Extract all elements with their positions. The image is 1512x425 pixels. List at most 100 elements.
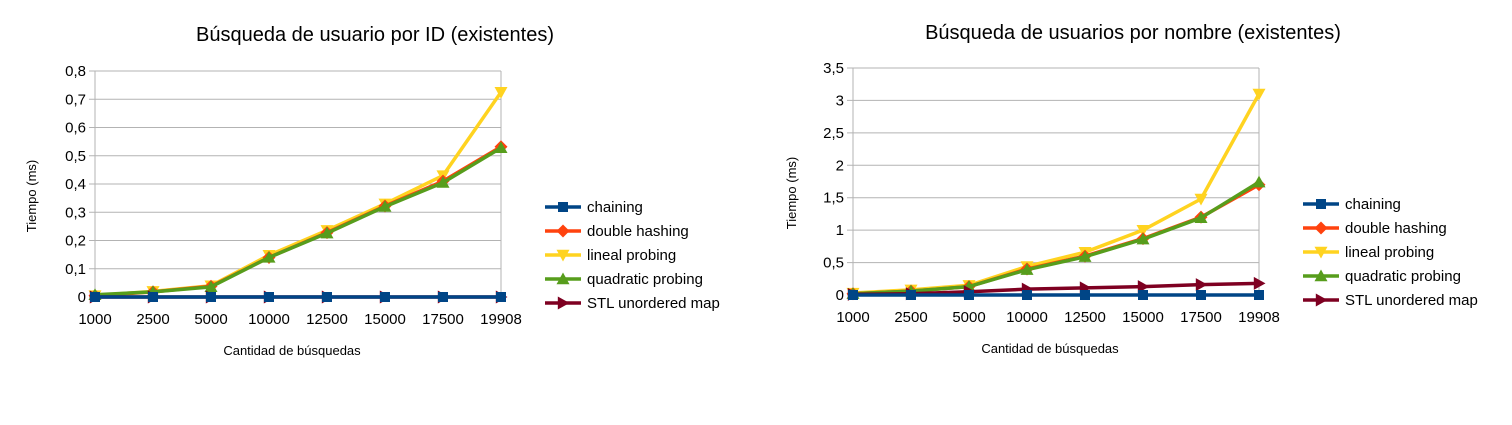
data-point: [496, 292, 506, 302]
legend-label: lineal probing: [587, 247, 676, 264]
x-tick-label: 1000: [836, 309, 869, 326]
legend-entry: quadratic probing: [545, 271, 703, 288]
data-point: [1136, 224, 1150, 237]
series-lineal-probing: [88, 86, 508, 303]
y-tick-label: 0,5: [65, 148, 86, 165]
x-tick-label: 17500: [422, 311, 464, 328]
data-point: [1022, 290, 1032, 300]
y-tick-label: 2: [836, 157, 844, 174]
data-point: [1252, 88, 1266, 101]
legend-entry: STL unordered map: [1303, 292, 1478, 309]
x-tick-label: 5000: [194, 311, 227, 328]
data-point: [380, 292, 390, 302]
data-point: [1194, 211, 1208, 224]
y-tick-label: 1: [836, 222, 844, 239]
x-axis-title: Cantidad de búsquedas: [223, 343, 361, 358]
data-point: [1078, 250, 1092, 262]
x-tick-label: 12500: [1064, 309, 1106, 326]
data-point: [1252, 175, 1266, 188]
legend: chaining double hashing lineal probing quad…: [545, 199, 720, 312]
legend-label: quadratic probing: [587, 271, 703, 288]
legend-marker: [557, 296, 570, 310]
y-tick-label: 0,1: [65, 261, 86, 278]
x-tick-label: 10000: [248, 311, 290, 328]
data-point: [262, 250, 276, 263]
y-axis-title: Tiempo (ms): [784, 157, 799, 229]
x-axis-title: Cantidad de búsquedas: [981, 341, 1119, 356]
y-tick-labels: 0 0,1 0,2 0,3 0,4 0,5 0,6 0,7 0,8: [65, 63, 86, 306]
series-line: [94, 145, 502, 298]
y-tick-label: 0: [78, 289, 86, 306]
y-axis-title: Tiempo (ms): [24, 160, 39, 232]
x-tick-label: 1000: [78, 311, 111, 328]
legend-marker: [1314, 221, 1328, 235]
data-point: [848, 290, 858, 300]
legend-entry: lineal probing: [545, 247, 676, 264]
data-point: [1195, 278, 1208, 292]
legend-marker: [1314, 246, 1328, 259]
series-line: [852, 180, 1260, 296]
y-tick-label: 2,5: [823, 125, 844, 142]
legend-marker: [1314, 269, 1328, 282]
series-line: [94, 91, 503, 298]
x-tick-label: 10000: [1006, 309, 1048, 326]
data-point: [1196, 290, 1206, 300]
data-point: [906, 290, 916, 300]
series-chaining: [90, 292, 506, 302]
data-point: [494, 86, 508, 99]
data-point: [1253, 276, 1266, 290]
legend-label: double hashing: [1345, 220, 1447, 237]
x-tick-label: 19908: [480, 311, 522, 328]
data-point: [1136, 232, 1150, 245]
chart-title: Búsqueda de usuario por ID (existentes): [196, 24, 554, 46]
legend-label: lineal probing: [1345, 244, 1434, 261]
y-tick-label: 0: [836, 287, 844, 304]
y-tick-label: 0,7: [65, 91, 86, 108]
legend-marker: [558, 202, 568, 212]
series-lineal-probing: [846, 88, 1266, 300]
y-tick-label: 0,6: [65, 120, 86, 137]
y-tick-label: 0,8: [65, 63, 86, 80]
series-layer: [88, 86, 508, 304]
data-point: [1254, 290, 1264, 300]
data-point: [964, 290, 974, 300]
legend-label: STL unordered map: [587, 295, 720, 312]
legend-marker: [556, 272, 570, 285]
chart-search-by-id: Búsqueda de usuario por ID (existentes) …: [24, 24, 720, 358]
legend-entry: STL unordered map: [545, 295, 720, 312]
y-tick-label: 0,4: [65, 176, 86, 193]
data-point: [322, 292, 332, 302]
legend-label: double hashing: [587, 223, 689, 240]
data-point: [148, 292, 158, 302]
legend-label: quadratic probing: [1345, 268, 1461, 285]
x-tick-label: 5000: [952, 309, 985, 326]
legend-entry: chaining: [545, 199, 643, 216]
legend-label: chaining: [587, 199, 643, 216]
series-line: [94, 146, 502, 297]
legend-marker: [556, 249, 570, 262]
series-layer: [846, 88, 1266, 301]
x-tick-label: 15000: [1122, 309, 1164, 326]
series-chaining: [848, 290, 1264, 300]
legend-entry: double hashing: [545, 223, 689, 240]
legend-entry: lineal probing: [1303, 244, 1434, 261]
x-tick-label: 2500: [894, 309, 927, 326]
y-tick-label: 3: [836, 92, 844, 109]
data-point: [1020, 263, 1034, 275]
chart-title: Búsqueda de usuarios por nombre (existen…: [925, 22, 1341, 44]
data-point: [494, 141, 508, 154]
series-quadratic-probing: [88, 141, 508, 300]
legend-label: STL unordered map: [1345, 292, 1478, 309]
data-point: [436, 176, 450, 188]
data-point: [204, 280, 218, 293]
y-tick-labels: 0 0,5 1 1,5 2 2,5 3 3,5: [823, 60, 844, 304]
x-tick-label: 12500: [306, 311, 348, 328]
legend-marker: [556, 224, 570, 238]
y-tick-label: 1,5: [823, 190, 844, 207]
x-tick-label: 15000: [364, 311, 406, 328]
legend-label: chaining: [1345, 196, 1401, 213]
data-point: [438, 292, 448, 302]
data-point: [206, 292, 216, 302]
y-tick-label: 0,2: [65, 233, 86, 250]
